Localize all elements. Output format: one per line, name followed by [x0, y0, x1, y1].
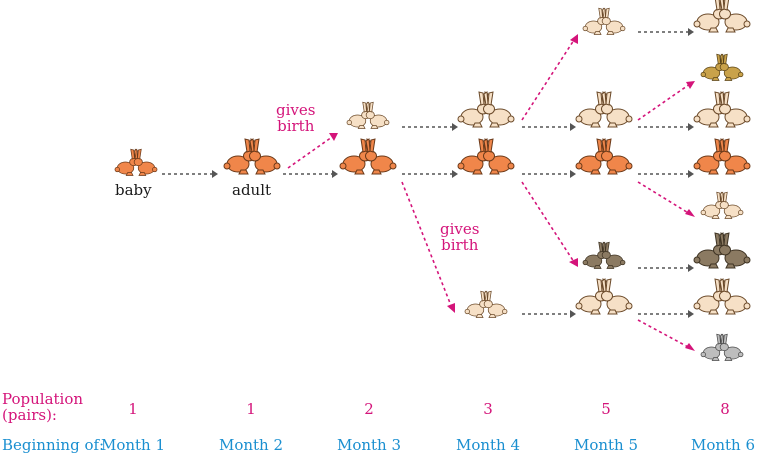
- population-value: 8: [720, 400, 730, 418]
- month-label: Month 3: [336, 436, 402, 454]
- adult-label: adult: [232, 181, 272, 199]
- rabbit-pair-month6-row2-golden: [700, 53, 744, 81]
- population-value: 1: [246, 400, 256, 418]
- population-label-line1: Population: [2, 390, 84, 408]
- growth-arrows: [162, 28, 694, 318]
- rabbit-pair-month6-row6-brown: [693, 232, 751, 269]
- birth-arrow: [521, 181, 575, 263]
- month-label: Month 1: [100, 436, 166, 454]
- rabbit-pair-month5-brown-baby: [582, 241, 626, 269]
- gives-birth-line2: birth: [441, 236, 479, 254]
- rabbit-pair-month2-adult: [223, 138, 281, 175]
- gives-birth-line1: gives: [440, 220, 480, 238]
- rabbit-pair-month5-adult: [575, 138, 633, 175]
- rabbit-pair-month6-row5-baby: [700, 191, 744, 219]
- population-value: 1: [128, 400, 138, 418]
- birth-arrow: [637, 83, 691, 121]
- birth-arrow: [637, 181, 691, 215]
- rabbit-pair-month4-adult: [457, 138, 515, 175]
- gives-birth-label-upper: gives birth: [276, 102, 315, 134]
- gives-birth-label-lower: gives birth: [440, 221, 479, 253]
- birth-arrow: [287, 136, 333, 169]
- beginning-of-label: Beginning of:: [2, 436, 105, 454]
- rabbit-pair-month6-row4-adult: [693, 138, 751, 175]
- population-label: Population (pairs):: [2, 391, 83, 423]
- rabbit-pair-month3-adult: [339, 138, 397, 175]
- baby-label: baby: [115, 181, 152, 199]
- month-label: Month 6: [690, 436, 756, 454]
- rabbit-pair-month5-top-baby: [582, 7, 626, 35]
- population-value: 5: [601, 400, 611, 418]
- month-label: Month 5: [573, 436, 639, 454]
- birth-arrow: [401, 181, 453, 309]
- rabbit-pair-month6-row3: [693, 91, 751, 128]
- birth-arrow: [637, 319, 691, 349]
- rabbit-pair-month6-row8-gray: [700, 333, 744, 361]
- birth-arrow: [521, 39, 575, 121]
- rabbit-pair-month6-row1: [693, 0, 751, 33]
- rabbit-pair-month4-cream: [457, 91, 515, 128]
- month-label: Month 2: [218, 436, 284, 454]
- birth-arrows: [287, 34, 695, 351]
- population-label-line2: (pairs):: [2, 406, 57, 424]
- gives-birth-line1: gives: [276, 101, 316, 119]
- rabbit-pair-month4-baby: [464, 290, 508, 318]
- rabbit-pair-month5-cream-lower: [575, 278, 633, 315]
- rabbit-pair-month1-baby: [114, 148, 158, 176]
- population-value: 2: [364, 400, 374, 418]
- rabbit-pair-month3-baby: [346, 101, 390, 129]
- gives-birth-line2: birth: [277, 117, 315, 135]
- rabbit-pair-month6-row7: [693, 278, 751, 315]
- rabbit-pair-month5-cream: [575, 91, 633, 128]
- month-label: Month 4: [455, 436, 521, 454]
- population-value: 3: [483, 400, 493, 418]
